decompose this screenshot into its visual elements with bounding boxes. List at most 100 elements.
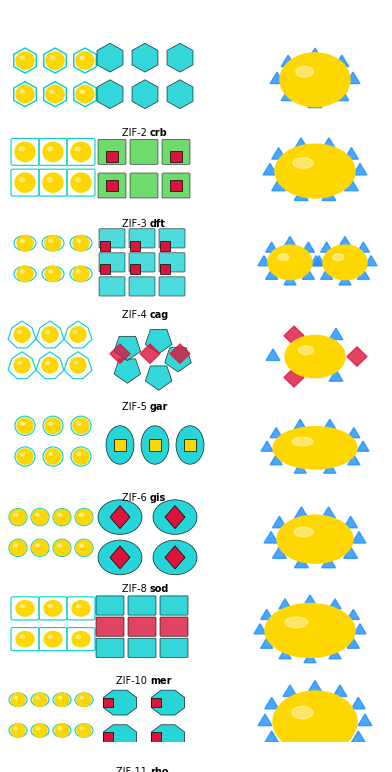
Ellipse shape [45, 266, 61, 282]
Polygon shape [348, 455, 360, 465]
Polygon shape [294, 506, 309, 518]
Text: sod: sod [150, 584, 169, 594]
Ellipse shape [80, 513, 83, 516]
FancyBboxPatch shape [160, 264, 170, 274]
Ellipse shape [58, 513, 62, 516]
Ellipse shape [80, 696, 83, 699]
Polygon shape [151, 725, 185, 750]
Polygon shape [132, 43, 158, 72]
FancyBboxPatch shape [96, 638, 124, 658]
Ellipse shape [20, 635, 25, 638]
Polygon shape [167, 80, 193, 109]
Ellipse shape [21, 422, 25, 425]
Polygon shape [347, 638, 359, 648]
Ellipse shape [80, 90, 85, 93]
Polygon shape [114, 337, 141, 361]
Ellipse shape [80, 56, 85, 59]
Ellipse shape [176, 426, 204, 464]
Text: gar: gar [150, 401, 169, 411]
Ellipse shape [32, 510, 48, 525]
Ellipse shape [46, 52, 64, 69]
FancyBboxPatch shape [130, 140, 158, 164]
Polygon shape [97, 80, 123, 109]
Ellipse shape [14, 727, 18, 730]
Polygon shape [304, 595, 316, 605]
Ellipse shape [265, 604, 355, 658]
Polygon shape [294, 189, 308, 201]
Ellipse shape [47, 147, 53, 151]
Ellipse shape [76, 147, 80, 151]
Polygon shape [270, 428, 282, 438]
Ellipse shape [296, 66, 313, 77]
FancyBboxPatch shape [151, 698, 161, 707]
Polygon shape [284, 275, 296, 285]
Ellipse shape [33, 693, 47, 706]
Ellipse shape [58, 727, 62, 730]
Polygon shape [302, 242, 314, 252]
FancyBboxPatch shape [114, 439, 126, 451]
Text: ZIF-2: ZIF-2 [122, 128, 150, 138]
Polygon shape [344, 547, 358, 558]
Ellipse shape [71, 142, 91, 161]
Ellipse shape [76, 510, 92, 525]
Text: ZIF-10: ZIF-10 [116, 676, 150, 686]
Ellipse shape [16, 86, 34, 103]
Polygon shape [265, 731, 279, 743]
Polygon shape [261, 441, 273, 452]
Polygon shape [308, 748, 322, 760]
FancyBboxPatch shape [170, 151, 182, 162]
Polygon shape [329, 599, 341, 609]
Polygon shape [310, 256, 322, 266]
Ellipse shape [294, 527, 313, 537]
Polygon shape [308, 680, 322, 692]
FancyBboxPatch shape [98, 140, 126, 164]
Ellipse shape [73, 266, 89, 282]
Polygon shape [110, 344, 130, 364]
Polygon shape [261, 609, 273, 619]
Polygon shape [110, 506, 130, 529]
Ellipse shape [49, 239, 53, 242]
Text: dft: dft [150, 219, 166, 229]
Polygon shape [270, 455, 282, 465]
FancyBboxPatch shape [106, 151, 118, 162]
Ellipse shape [14, 544, 18, 547]
Ellipse shape [17, 235, 33, 251]
Text: gis: gis [150, 493, 166, 503]
Ellipse shape [76, 604, 80, 608]
Polygon shape [347, 347, 367, 366]
Ellipse shape [323, 245, 367, 279]
Polygon shape [165, 546, 185, 569]
FancyBboxPatch shape [103, 698, 113, 707]
Polygon shape [284, 326, 304, 345]
Ellipse shape [50, 90, 54, 93]
Polygon shape [114, 359, 141, 383]
Polygon shape [258, 256, 270, 266]
Polygon shape [170, 344, 190, 364]
FancyBboxPatch shape [106, 180, 118, 191]
Polygon shape [284, 236, 296, 246]
Ellipse shape [76, 635, 80, 638]
Ellipse shape [98, 540, 142, 574]
Polygon shape [302, 269, 314, 279]
FancyBboxPatch shape [160, 596, 188, 615]
FancyBboxPatch shape [96, 596, 124, 615]
Ellipse shape [80, 544, 83, 547]
Ellipse shape [45, 449, 61, 464]
Polygon shape [345, 147, 358, 159]
Ellipse shape [21, 239, 25, 242]
Text: ZIF-11: ZIF-11 [116, 767, 150, 772]
Ellipse shape [46, 86, 64, 103]
Ellipse shape [15, 142, 35, 161]
Polygon shape [335, 89, 349, 100]
Polygon shape [165, 347, 191, 372]
FancyBboxPatch shape [100, 241, 110, 251]
Text: mer: mer [150, 676, 171, 686]
Ellipse shape [280, 52, 350, 107]
Polygon shape [281, 89, 295, 100]
Ellipse shape [74, 330, 78, 334]
Polygon shape [322, 137, 336, 149]
Ellipse shape [43, 173, 63, 192]
Ellipse shape [77, 723, 91, 737]
Ellipse shape [45, 330, 50, 334]
Ellipse shape [42, 357, 58, 373]
